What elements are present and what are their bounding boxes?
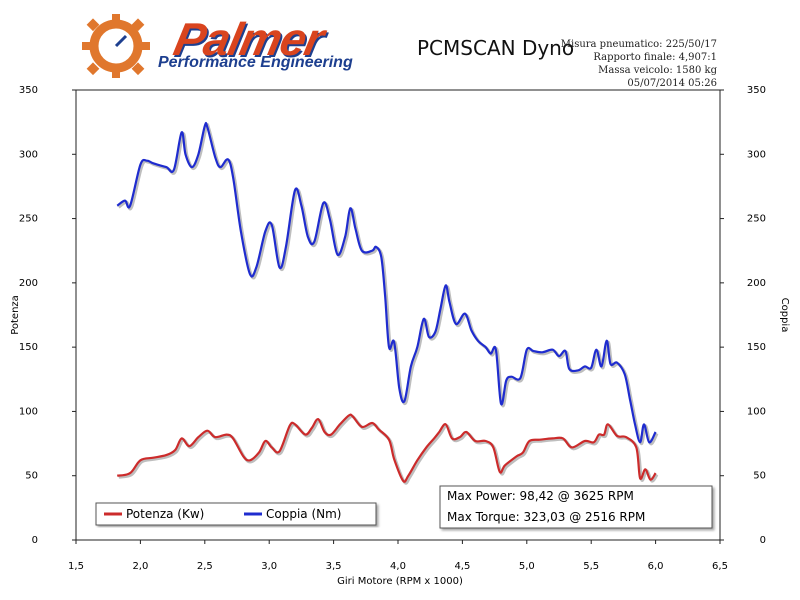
x-tick-label: 5,0 [519, 561, 535, 572]
x-tick-label: 1,5 [68, 561, 84, 572]
y-tick-label-left: 250 [19, 214, 38, 225]
y-tick-label-right: 300 [747, 149, 766, 160]
y-tick-label-right: 200 [747, 278, 766, 289]
legend: Potenza (Kw) Coppia (Nm) [95, 502, 377, 526]
legend-power-label: Potenza (Kw) [126, 507, 204, 521]
y-tick-label-left: 50 [25, 471, 38, 482]
max-values-box: Max Power: 98,42 @ 3625 RPM Max Torque: … [439, 485, 713, 529]
y-axis-label-left: Potenza [10, 295, 21, 335]
x-tick-label: 5,5 [583, 561, 599, 572]
x-tick-label: 6,5 [712, 561, 728, 572]
legend-torque-label: Coppia (Nm) [266, 507, 342, 521]
y-tick-label-right: 350 [747, 85, 766, 96]
x-tick-label: 3,5 [326, 561, 342, 572]
test-metadata: Misura pneumatico: 225/50/17 Rapporto fi… [561, 38, 717, 90]
tyre-size: Misura pneumatico: 225/50/17 [560, 39, 717, 50]
max-power-annotation: Max Power: 98,42 @ 3625 RPM [447, 489, 634, 503]
x-tick-label: 4,0 [390, 561, 406, 572]
y-tick-label-right: 50 [753, 471, 766, 482]
y-tick-label-right: 0 [760, 535, 766, 546]
x-tick-label: 3,0 [261, 561, 277, 572]
power-line-shadow [118, 414, 659, 485]
x-tick-label: 2,0 [132, 561, 148, 572]
final-drive-ratio: Rapporto finale: 4,907:1 [593, 52, 717, 63]
power-line [117, 413, 657, 483]
x-tick-label: 2,5 [197, 561, 213, 572]
x-axis-label: Giri Motore (RPM x 1000) [337, 576, 463, 587]
vehicle-mass: Massa veicolo: 1580 kg [598, 65, 717, 76]
logo-tagline: Performance Engineering [158, 54, 353, 71]
max-torque-annotation: Max Torque: 323,03 @ 2516 RPM [447, 510, 645, 524]
y-tick-label-right: 250 [747, 214, 766, 225]
legend-box [95, 502, 377, 526]
y-axis-label-right: Coppia [779, 298, 790, 333]
test-timestamp: 05/07/2014 05:26 [627, 78, 717, 89]
max-values-frame [439, 485, 713, 529]
y-tick-label-left: 350 [19, 85, 38, 96]
x-tick-label: 6,0 [648, 561, 664, 572]
y-tick-label-left: 0 [32, 535, 38, 546]
y-tick-label-left: 100 [19, 406, 38, 417]
torque-line-shadow [117, 123, 659, 446]
palmer-logo: Palmer Performance Engineering [80, 10, 410, 80]
y-tick-label-left: 200 [19, 278, 38, 289]
torque-line [116, 121, 657, 444]
y-tick-label-right: 100 [747, 406, 766, 417]
gear-speedometer-icon [82, 14, 150, 78]
y-tick-label-right: 150 [747, 342, 766, 353]
chart-title: PCMSCAN Dyno [417, 36, 575, 60]
x-tick-label: 4,5 [454, 561, 470, 572]
y-tick-label-left: 300 [19, 149, 38, 160]
y-tick-label-left: 150 [19, 342, 38, 353]
